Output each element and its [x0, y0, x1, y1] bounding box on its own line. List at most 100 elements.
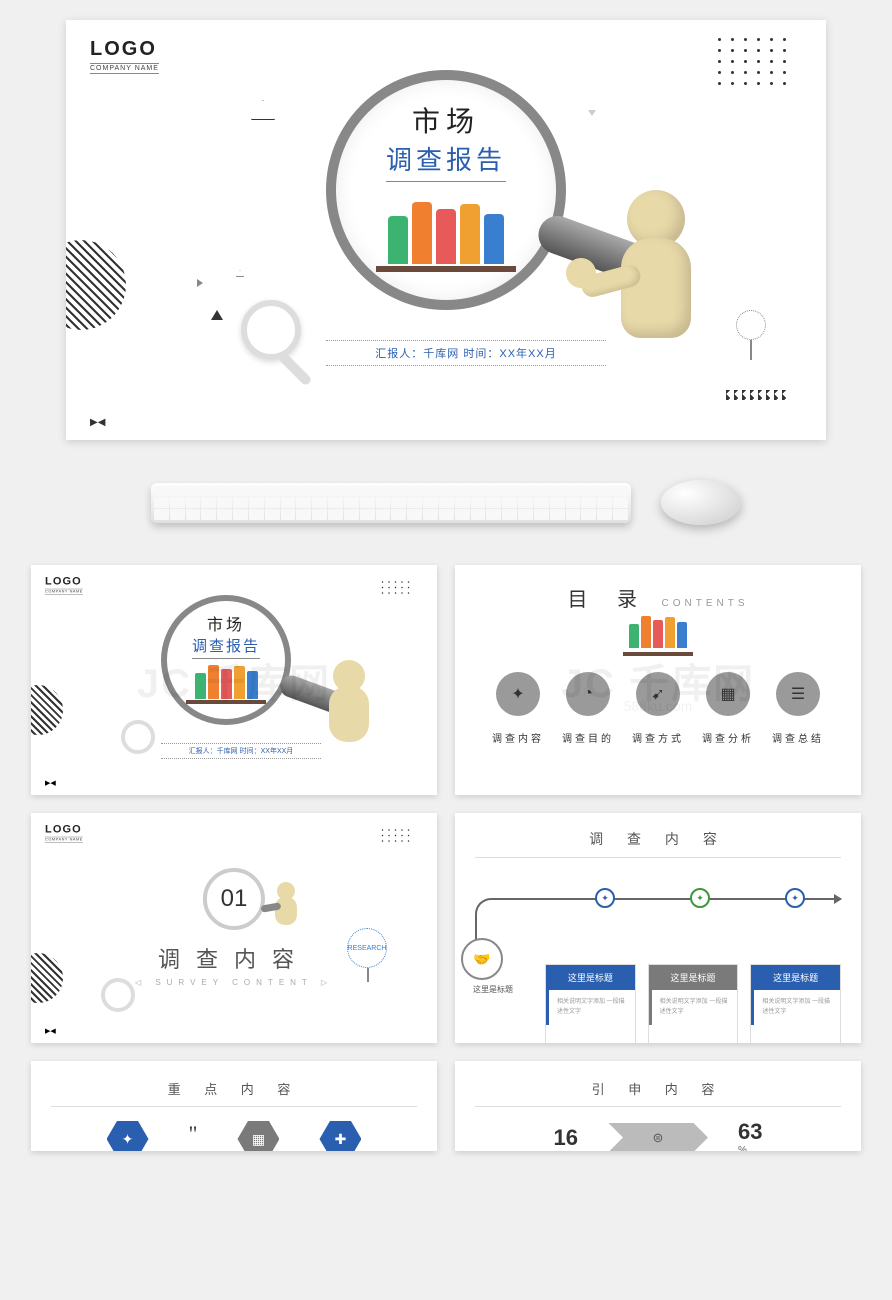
- triangle-decoration: [588, 110, 596, 116]
- contents-item-label: 调查方式: [632, 730, 684, 745]
- chevron-shape: ⊜: [608, 1123, 708, 1152]
- triangle-decoration: [197, 279, 203, 287]
- main-title-2: 调查报告: [192, 635, 260, 659]
- logo-subtitle: COMPANY NAME: [45, 589, 83, 595]
- reporter-line: 汇报人：千库网 时间：XX年XX月: [326, 340, 606, 366]
- card-body: 相关说明文字添加 一段描述性文字: [546, 990, 635, 1025]
- hex-icon: ✚: [319, 1121, 361, 1151]
- nav-arrow-icon: ▶◀: [90, 417, 105, 428]
- lollipop-decoration: [736, 310, 766, 360]
- timeline: ✦ ✦ ✦ 🤝 这里是标题: [475, 884, 841, 914]
- stat-row: 16 ⊜ 63 %: [455, 1119, 861, 1151]
- section-number: 01: [221, 885, 248, 913]
- stat-number: 16: [554, 1125, 578, 1151]
- main-title-1: 市场: [207, 611, 245, 635]
- contents-item-icon: ✦: [496, 672, 540, 716]
- slide-title: 调 查 内 容: [475, 829, 841, 858]
- main-title-2: 调查报告: [386, 140, 506, 182]
- thumb-slide-4: 调 查 内 容 ✦ ✦ ✦ 🤝 这里是标题 这里是标题 相关说明文字添加 一段描…: [455, 813, 861, 1043]
- contents-item: ◔ 调查目的: [562, 672, 614, 745]
- card: 这里是标题 相关说明文字添加 一段描述性文字: [545, 964, 636, 1043]
- contents-item-icon: ☰: [776, 672, 820, 716]
- timeline-start-icon: 🤝: [461, 938, 503, 980]
- triangle-decoration: [236, 270, 244, 277]
- card: 这里是标题 相关说明文字添加 一段描述性文字: [648, 964, 739, 1043]
- quote-mark: ": [189, 1121, 198, 1151]
- timeline-node: ✦: [690, 888, 710, 908]
- zigzag-decoration: [726, 390, 786, 400]
- section-header: 01 调查内容 ◁ SURVEY CONTENT ▷: [135, 868, 333, 987]
- small-magnifier-icon: [241, 300, 301, 360]
- magnifier-frame: 市场 调查报告: [326, 70, 566, 310]
- small-magnifier-icon: [101, 978, 135, 1012]
- contents-item-icon: ▦: [706, 672, 750, 716]
- main-slide: LOGO COMPANY NAME 市场 调查报告 汇报人：千库网 时间：XX年: [66, 20, 826, 440]
- card: 这里是标题 相关说明文字添加 一段描述性文字: [750, 964, 841, 1043]
- timeline-start-label: 这里是标题: [473, 984, 513, 995]
- hex-icon: ✦: [107, 1121, 149, 1151]
- thumb-slide-6: 引 申 内 容 16 ⊜ 63 %: [455, 1061, 861, 1151]
- figure-3d: [621, 190, 691, 338]
- contents-item: ☰ 调查总结: [772, 672, 824, 745]
- hardware-row: [66, 460, 826, 545]
- stat-number: 63: [738, 1119, 762, 1144]
- contents-item-label: 调查目的: [562, 730, 614, 745]
- logo-block: LOGO COMPANY NAME: [45, 823, 83, 843]
- reporter-line: 汇报人：千库网 时间：XX年XX月: [161, 743, 321, 759]
- stat-percent-icon: %: [738, 1145, 762, 1151]
- striped-circle-decoration: [66, 240, 126, 330]
- logo-subtitle: COMPANY NAME: [90, 63, 159, 74]
- thumb-slide-1: LOGO COMPANY NAME 市场 调查报告 汇报人：千库网 时间: [31, 565, 437, 795]
- logo-block: LOGO COMPANY NAME: [45, 575, 83, 595]
- card-head: 这里是标题: [649, 965, 738, 990]
- card-row: 这里是标题 相关说明文字添加 一段描述性文字 这里是标题 相关说明文字添加 一段…: [545, 964, 841, 1043]
- main-title-1: 市场: [412, 100, 480, 140]
- striped-circle-decoration: [31, 685, 63, 735]
- triangle-decoration: [251, 100, 275, 120]
- contents-item-label: 调查总结: [772, 730, 824, 745]
- contents-title: 目 录: [567, 583, 649, 612]
- timeline-node: ✦: [785, 888, 805, 908]
- triangle-decoration: [211, 310, 223, 320]
- dot-grid-decoration: [382, 581, 410, 598]
- slide-title: 引 申 内 容: [475, 1079, 841, 1107]
- people-illustration: [455, 616, 861, 648]
- section-number-circle: 01: [203, 868, 265, 930]
- research-badge-icon: RESEARCH: [347, 928, 387, 968]
- logo-text: LOGO: [90, 38, 159, 61]
- card-head: 这里是标题: [751, 965, 840, 990]
- contents-item-label: 调查内容: [492, 730, 544, 745]
- nav-arrow-icon: ▶◀: [45, 779, 56, 787]
- dot-grid-decoration: [382, 829, 410, 846]
- table-illustration: [376, 266, 516, 272]
- contents-item-label: 调查分析: [702, 730, 754, 745]
- thumbnail-grid: LOGO COMPANY NAME 市场 调查报告 汇报人：千库网 时间: [31, 565, 861, 1151]
- card-head: 这里是标题: [546, 965, 635, 990]
- small-magnifier-icon: [121, 720, 155, 754]
- section-title: 调查内容: [135, 942, 333, 974]
- people-illustration: [388, 194, 504, 264]
- section-subtitle: ◁ SURVEY CONTENT ▷: [135, 978, 333, 987]
- people-illustration: [195, 665, 258, 699]
- card-body: 相关说明文字添加 一段描述性文字: [751, 990, 840, 1025]
- contents-title-block: 目 录 CONTENTS: [455, 583, 861, 612]
- logo-text: LOGO: [45, 575, 83, 588]
- contents-item-icon: ◔: [566, 672, 610, 716]
- figure-3d: [329, 660, 369, 742]
- slide-title: 重 点 内 容: [51, 1079, 417, 1107]
- thumb-slide-5: 重 点 内 容 ✦ " ▦ ✚: [31, 1061, 437, 1151]
- contents-title-en: CONTENTS: [662, 598, 749, 609]
- mouse-illustration: [661, 480, 741, 525]
- magnifier-frame: 市场 调查报告: [161, 595, 291, 725]
- hex-row: ✦ " ▦ ✚: [31, 1121, 437, 1151]
- logo-text: LOGO: [45, 823, 83, 836]
- keyboard-illustration: [151, 483, 631, 523]
- figure-3d-small: [275, 882, 297, 925]
- thumb-slide-2: 目 录 CONTENTS ✦调查内容 ◔调查目的 ➹调查方式 ▦调查分析 ☰调查…: [455, 565, 861, 795]
- dot-grid-decoration: [718, 38, 786, 93]
- logo-block: LOGO COMPANY NAME: [90, 38, 159, 74]
- timeline-node: ✦: [595, 888, 615, 908]
- logo-subtitle: COMPANY NAME: [45, 837, 83, 843]
- striped-circle-decoration: [31, 953, 63, 1003]
- hex-icon: ▦: [237, 1121, 279, 1151]
